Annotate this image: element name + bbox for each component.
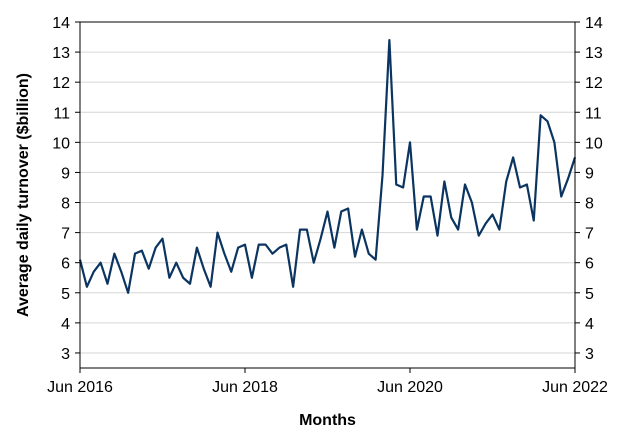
y-tick-label-right: 11 [585,105,602,122]
y-tick-label: 13 [52,45,70,62]
x-tick-label: Jun 2018 [212,379,278,396]
y-tick-label-right: 8 [585,196,594,213]
y-tick-label: 9 [61,165,70,182]
y-tick-label: 6 [61,256,70,273]
x-axis: Jun 2016 Jun 2018 Jun 2020 Jun 2022 [47,368,608,396]
y-tick-label-right: 13 [585,45,603,62]
gridlines [80,21,575,354]
plot-frame [79,21,576,369]
x-tick-label: Jun 2020 [377,379,443,396]
y-tick-label-right: 5 [585,286,594,303]
y-tick-label-right: 6 [585,256,594,273]
x-axis-title: Months [299,412,356,429]
y-axis-title: Average daily turnover ($billion) [15,73,32,317]
y-tick-label: 7 [61,226,70,243]
right-y-axis: 3 4 5 6 7 8 9 10 11 12 13 14 [575,15,603,363]
y-tick-label: 3 [61,346,70,363]
y-tick-label: 11 [53,105,70,122]
y-tick-label: 12 [52,75,70,92]
y-tick-label: 10 [52,135,70,152]
y-tick-label: 8 [61,196,70,213]
y-tick-label-right: 7 [585,226,594,243]
y-tick-label-right: 4 [585,316,594,333]
series-line [78,38,577,294]
x-tick-label: Jun 2022 [542,379,608,396]
x-tick-label: Jun 2016 [47,379,113,396]
y-tick-label: 5 [61,286,70,303]
y-tick-label-right: 9 [585,165,594,182]
y-tick-label-right: 14 [585,15,603,32]
y-tick-label-right: 10 [585,135,603,152]
y-tick-label: 14 [52,15,70,32]
left-y-axis: 3 4 5 6 7 8 9 10 11 12 13 14 [52,15,80,363]
y-tick-label: 4 [61,316,70,333]
y-tick-label-right: 3 [585,346,594,363]
y-tick-label-right: 12 [585,75,603,92]
